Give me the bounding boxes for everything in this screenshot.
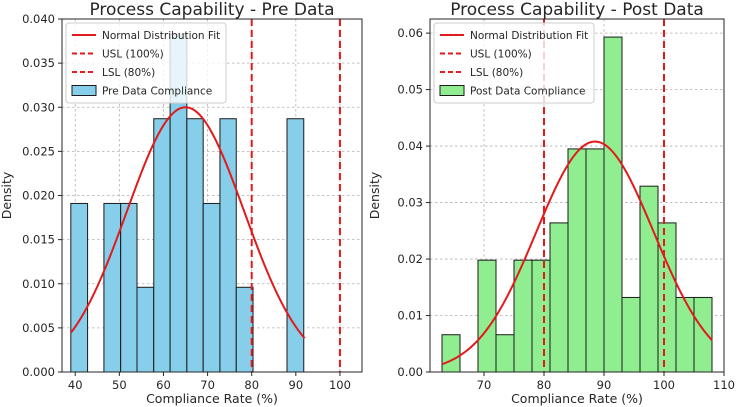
y-tick-label: 0.040: [22, 12, 55, 26]
x-tick-label: 90: [289, 378, 304, 392]
histogram-bar: [477, 259, 497, 373]
legend: Normal Distribution Fit USL (100%) LSL (80…: [433, 22, 595, 104]
histogram-bar: [495, 334, 515, 373]
histogram-bar: [675, 296, 695, 373]
legend-label: Post Data Compliance: [470, 86, 586, 98]
normal-distribution-fit-line: [441, 140, 713, 366]
histogram-bar: [70, 202, 89, 373]
legend-swatch: [439, 85, 465, 96]
histogram-bar: [639, 185, 659, 373]
y-tick-label: 0.010: [22, 277, 55, 291]
histogram-bar: [585, 148, 605, 373]
legend-box: [65, 22, 227, 104]
normal-distribution-fit-line: [70, 106, 306, 339]
x-tick-label: 90: [597, 378, 612, 392]
x-tick-label: 60: [156, 378, 171, 392]
y-tick-label: 0.05: [397, 83, 423, 97]
pre-data-chart: 40 50 60 70 80 90 100 0.000 0.005 0.010 0.015 0.020…: [0, 0, 363, 406]
legend-swatch: [71, 85, 97, 96]
y-tick-label: 0.04: [397, 139, 423, 153]
y-tick-label: 0.00: [397, 365, 423, 379]
y-tick-label: 0.03: [397, 196, 423, 210]
histogram-bar: [186, 118, 204, 373]
x-axis-label: Compliance Rate (%): [146, 391, 278, 406]
histogram-bar: [693, 296, 713, 373]
y-tick-label: 0.030: [22, 100, 55, 114]
legend-label: USL (100%): [470, 49, 532, 61]
chart-title: Process Capability - Pre Data: [89, 0, 334, 20]
x-tick-label: 110: [713, 378, 735, 392]
legend-label: Normal Distribution Fit: [470, 30, 588, 42]
histogram-bar: [103, 202, 122, 373]
y-tick-label: 0.020: [22, 189, 55, 203]
histogram-bar: [441, 334, 461, 373]
y-tick-label: 0.02: [397, 252, 423, 266]
histogram-bar: [235, 286, 254, 373]
x-tick-label: 50: [112, 378, 127, 392]
histogram-bar: [603, 36, 623, 373]
legend-label: USL (100%): [102, 49, 164, 61]
y-tick-label: 0.025: [22, 144, 55, 158]
axes-frame: [429, 18, 725, 373]
legend: Normal Distribution Fit USL (100%) LSL (80…: [65, 22, 227, 104]
histogram-bar: [531, 259, 551, 373]
x-tick-label: 100: [653, 378, 675, 392]
x-tick-label: 70: [200, 378, 215, 392]
x-tick-label: 80: [537, 378, 552, 392]
x-axis-label: Compliance Rate (%): [511, 391, 643, 406]
x-tick-label: 40: [68, 378, 83, 392]
y-tick-label: 0.000: [22, 365, 55, 379]
post-data-chart: 70 80 90 100 110 0.00 0.01 0.02 0.03 0.04 0.05 0.06…: [367, 0, 735, 406]
histogram-bar: [657, 222, 677, 373]
histogram-bar: [202, 202, 221, 373]
y-axis-label: Density: [0, 171, 14, 219]
y-tick-label: 0.035: [22, 56, 55, 70]
x-tick-label: 70: [477, 378, 492, 392]
histogram-bar: [549, 222, 569, 373]
legend-label: Pre Data Compliance: [102, 86, 212, 98]
legend-label: LSL (80%): [102, 67, 155, 79]
y-tick-label: 0.015: [22, 233, 55, 247]
legend-label: Normal Distribution Fit: [102, 30, 220, 42]
y-tick-label: 0.06: [397, 26, 423, 40]
x-tick-label: 80: [244, 378, 259, 392]
histogram-bar: [153, 118, 171, 373]
histogram-bar: [621, 296, 641, 373]
y-tick-label: 0.01: [397, 309, 423, 323]
y-axis-label: Density: [367, 171, 382, 219]
histogram-bar: [567, 148, 587, 373]
legend-box: [433, 22, 595, 104]
x-tick-label: 100: [329, 378, 351, 392]
legend-label: LSL (80%): [470, 67, 523, 79]
chart-title: Process Capability - Post Data: [450, 0, 704, 20]
y-tick-label: 0.005: [22, 321, 55, 335]
histogram-bar: [120, 202, 138, 373]
histogram-bar: [136, 286, 155, 373]
